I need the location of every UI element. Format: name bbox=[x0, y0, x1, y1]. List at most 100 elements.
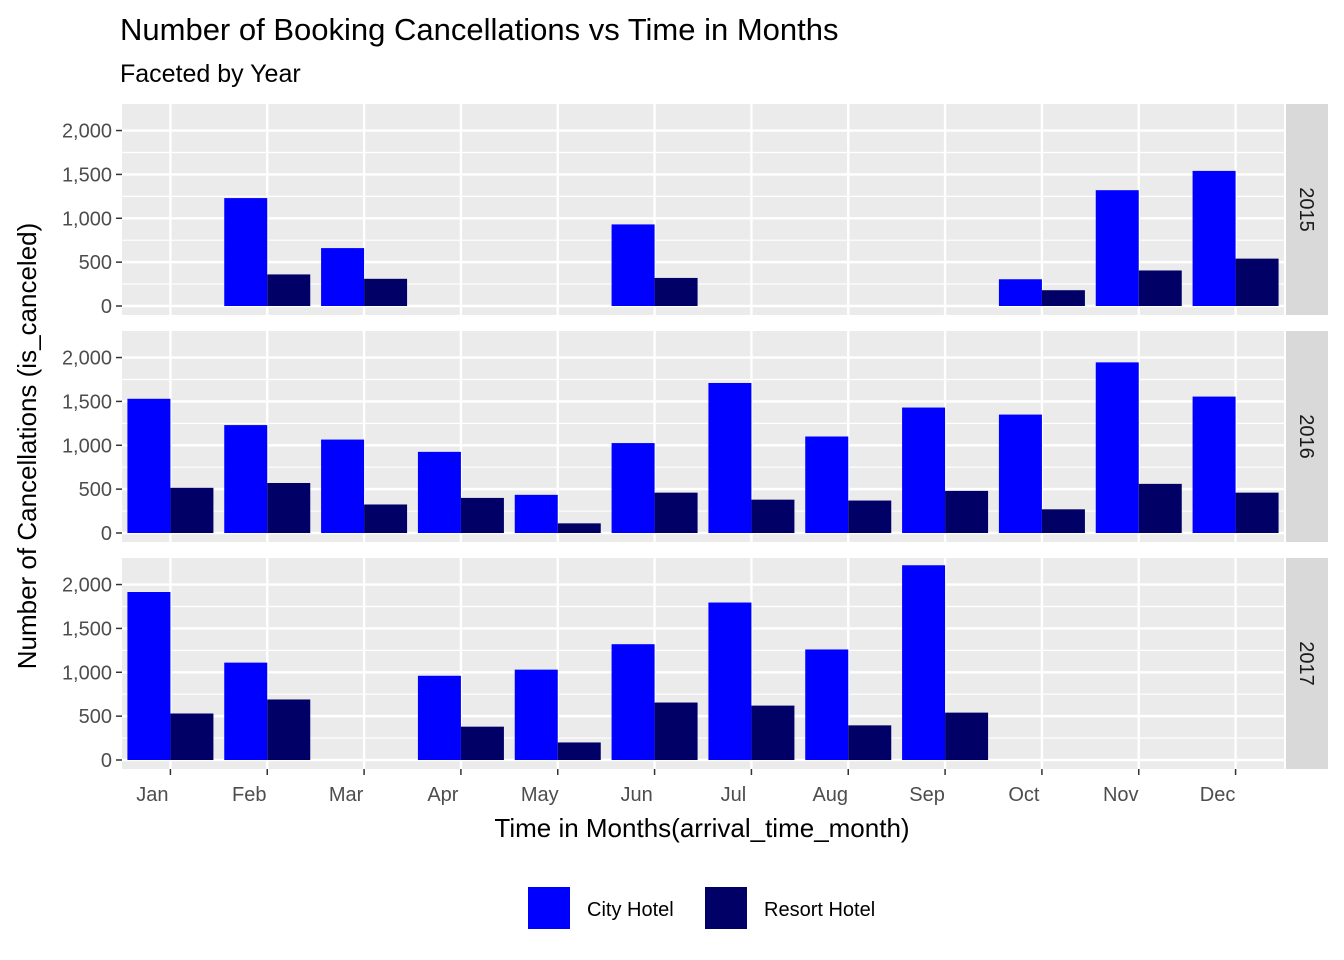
bar-2015-dec-resort-hotel bbox=[1235, 258, 1279, 306]
bar-2016-oct-city-hotel bbox=[998, 414, 1042, 533]
bar-2016-dec-resort-hotel bbox=[1235, 492, 1279, 533]
x-tick-label: May bbox=[521, 784, 559, 806]
y-tick-label: 0 bbox=[101, 750, 112, 772]
x-tick-label: Jan bbox=[136, 784, 168, 806]
x-tick-label: Mar bbox=[329, 784, 364, 806]
facet-panel-2015: 0 500 1,000 1,500 2,000 2015 bbox=[62, 104, 1328, 318]
bar-2017-may-resort-hotel bbox=[557, 742, 601, 760]
facet-strip-label: 2015 bbox=[1295, 187, 1317, 232]
y-tick-label: 1,000 bbox=[62, 208, 112, 230]
bar-2016-jul-city-hotel bbox=[708, 382, 752, 533]
x-tick-label: Jun bbox=[620, 784, 652, 806]
bar-2015-mar-resort-hotel bbox=[364, 278, 408, 306]
chart-subtitle: Faceted by Year bbox=[120, 60, 301, 88]
bar-2015-jun-resort-hotel bbox=[654, 277, 698, 306]
y-tick-label: 2,000 bbox=[62, 348, 112, 370]
legend-label: City Hotel bbox=[587, 899, 674, 921]
x-tick-label: Feb bbox=[232, 784, 266, 806]
bar-2016-aug-city-hotel bbox=[805, 436, 849, 533]
bar-2016-may-resort-hotel bbox=[557, 523, 601, 533]
bar-2016-jan-city-hotel bbox=[127, 398, 171, 533]
bar-2016-apr-city-hotel bbox=[417, 451, 461, 533]
panel-background bbox=[122, 104, 1284, 315]
facet-strip-label: 2017 bbox=[1295, 641, 1317, 686]
bar-2015-oct-resort-hotel bbox=[1041, 290, 1085, 306]
legend-key-city-hotel bbox=[528, 887, 570, 929]
bar-2015-nov-resort-hotel bbox=[1138, 270, 1182, 306]
facet-panel-2016: 0 500 1,000 1,500 2,000 2016 bbox=[62, 331, 1328, 545]
bar-2016-apr-resort-hotel bbox=[460, 497, 504, 533]
y-tick-label: 1,000 bbox=[62, 435, 112, 457]
bar-2015-mar-city-hotel bbox=[321, 248, 365, 306]
bar-2016-jul-resort-hotel bbox=[751, 499, 795, 533]
bar-2015-jun-city-hotel bbox=[611, 224, 655, 306]
facet-strip bbox=[1286, 331, 1328, 542]
y-tick-label: 1,500 bbox=[62, 618, 112, 640]
x-tick-label: Apr bbox=[427, 784, 458, 806]
x-tick-label: Oct bbox=[1008, 784, 1040, 806]
bar-2015-feb-city-hotel bbox=[224, 198, 268, 306]
bar-2015-nov-city-hotel bbox=[1095, 190, 1139, 306]
bar-2016-feb-resort-hotel bbox=[267, 482, 311, 533]
panel-background bbox=[122, 331, 1284, 542]
bar-2017-jan-resort-hotel bbox=[170, 713, 214, 760]
bar-2016-mar-resort-hotel bbox=[364, 504, 408, 533]
y-tick-label: 1,500 bbox=[62, 164, 112, 186]
legend: City Hotel Resort Hotel bbox=[528, 887, 875, 929]
facet-panels: 0 500 1,000 1,500 2,000 2015 0 500 1,000 1,500 2,0… bbox=[62, 104, 1328, 772]
y-tick-label: 0 bbox=[101, 523, 112, 545]
bar-2017-aug-city-hotel bbox=[805, 649, 849, 760]
bar-2015-dec-city-hotel bbox=[1192, 170, 1236, 306]
y-tick-label: 1,000 bbox=[62, 662, 112, 684]
bar-2017-jun-resort-hotel bbox=[654, 702, 698, 760]
chart-title: Number of Booking Cancellations vs Time … bbox=[120, 12, 839, 47]
bar-2016-may-city-hotel bbox=[514, 494, 558, 533]
panel-background bbox=[122, 558, 1284, 769]
bar-2017-jan-city-hotel bbox=[127, 592, 171, 760]
bar-2017-sep-city-hotel bbox=[902, 565, 946, 760]
y-tick-label: 2,000 bbox=[62, 575, 112, 597]
bar-2016-sep-city-hotel bbox=[902, 407, 946, 533]
x-tick-label: Jul bbox=[721, 784, 747, 806]
x-tick-label: Nov bbox=[1103, 784, 1139, 806]
bar-2017-jul-city-hotel bbox=[708, 602, 752, 760]
bar-2017-sep-resort-hotel bbox=[945, 712, 989, 760]
facet-panel-2017: 0 500 1,000 1,500 2,000 2017 bbox=[62, 558, 1328, 772]
facet-strip bbox=[1286, 558, 1328, 769]
bar-2016-nov-resort-hotel bbox=[1138, 483, 1182, 533]
bar-2016-aug-resort-hotel bbox=[848, 500, 892, 533]
bar-2015-feb-resort-hotel bbox=[267, 274, 311, 306]
y-tick-label: 1,500 bbox=[62, 391, 112, 413]
y-tick-label: 500 bbox=[79, 252, 112, 274]
bar-2015-oct-city-hotel bbox=[998, 279, 1042, 306]
bar-2017-apr-city-hotel bbox=[417, 675, 461, 760]
bar-2016-sep-resort-hotel bbox=[945, 490, 989, 533]
x-axis-title: Time in Months(arrival_time_month) bbox=[494, 813, 909, 843]
y-tick-label: 2,000 bbox=[62, 121, 112, 143]
bar-2016-nov-city-hotel bbox=[1095, 362, 1139, 533]
x-tick-label: Sep bbox=[909, 784, 945, 806]
bar-2017-aug-resort-hotel bbox=[848, 725, 892, 760]
bar-2016-jun-resort-hotel bbox=[654, 492, 698, 533]
bar-2016-jun-city-hotel bbox=[611, 443, 655, 533]
legend-key-resort-hotel bbox=[705, 887, 747, 929]
facet-strip bbox=[1286, 104, 1328, 315]
bar-2016-feb-city-hotel bbox=[224, 425, 268, 533]
bar-2017-apr-resort-hotel bbox=[460, 726, 504, 760]
bar-2016-jan-resort-hotel bbox=[170, 487, 214, 533]
bar-2016-oct-resort-hotel bbox=[1041, 509, 1085, 533]
bar-2017-feb-resort-hotel bbox=[267, 699, 311, 760]
y-tick-label: 0 bbox=[101, 296, 112, 318]
y-axis-title: Number of Cancellations (is_canceled) bbox=[12, 223, 42, 670]
x-tick-label: Dec bbox=[1200, 784, 1236, 806]
facet-strip-label: 2016 bbox=[1295, 414, 1317, 459]
bar-2016-dec-city-hotel bbox=[1192, 396, 1236, 533]
x-axis: Jan Feb Mar Apr May Jun Jul Aug Sep Oct Nov Dec bbox=[136, 769, 1237, 806]
y-tick-label: 500 bbox=[79, 479, 112, 501]
legend-label: Resort Hotel bbox=[764, 899, 875, 921]
bar-2017-jun-city-hotel bbox=[611, 644, 655, 760]
bar-2017-feb-city-hotel bbox=[224, 662, 268, 760]
bar-2017-may-city-hotel bbox=[514, 669, 558, 760]
bar-2017-jul-resort-hotel bbox=[751, 705, 795, 760]
